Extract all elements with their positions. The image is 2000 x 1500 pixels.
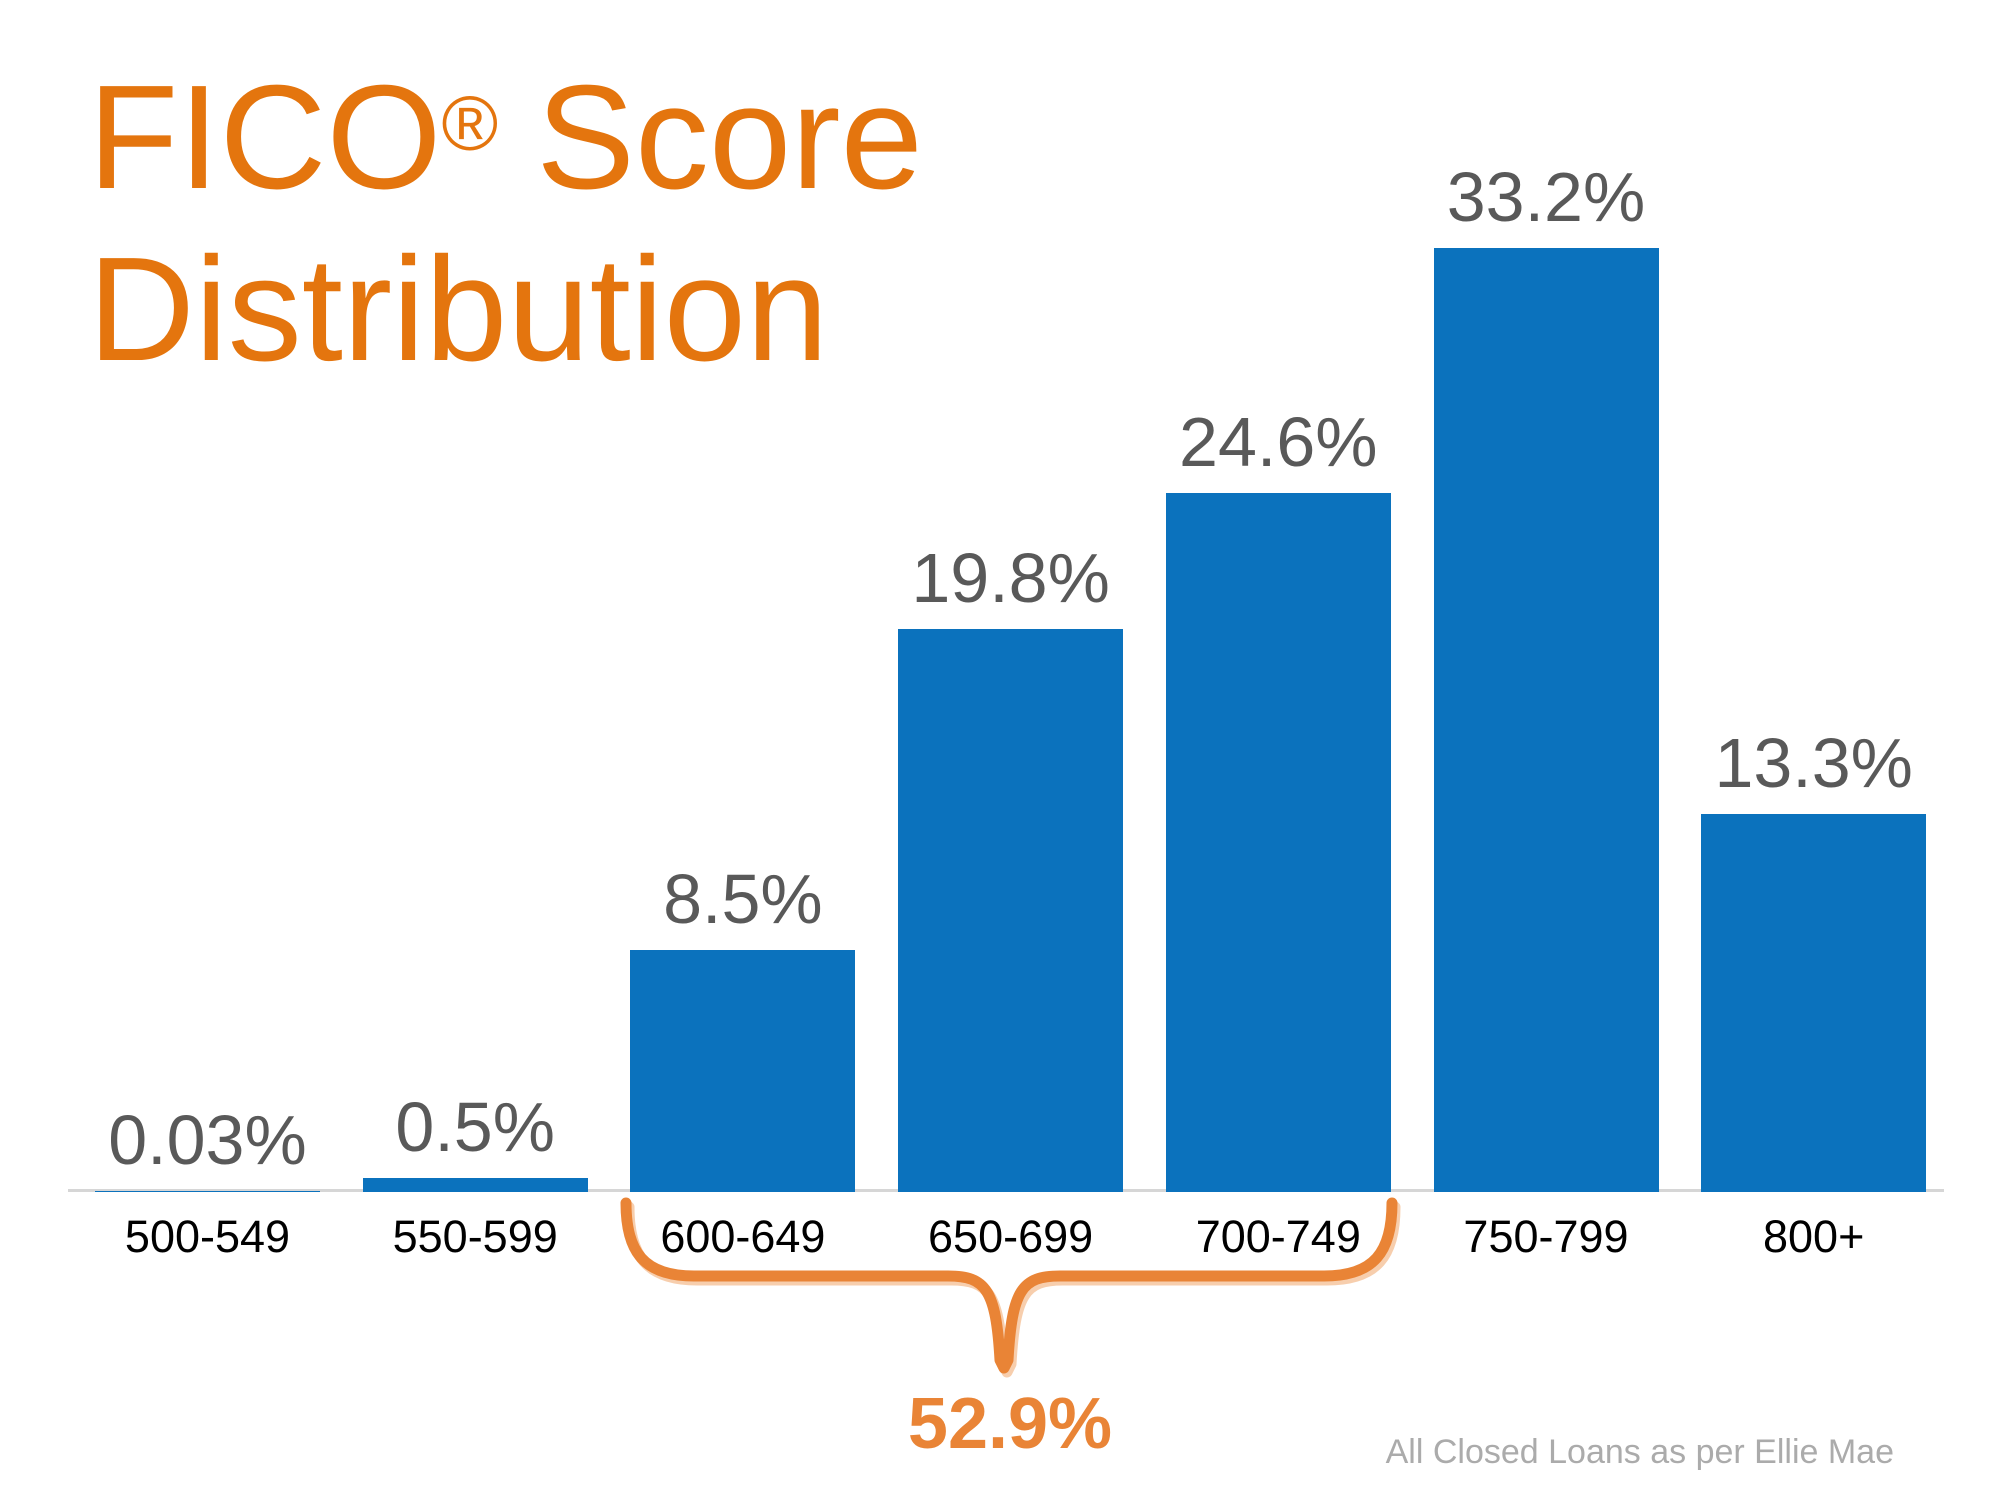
title-text-score: Score [536,55,923,220]
source-note: All Closed Loans as per Ellie Mae [1385,1433,1894,1471]
bar [95,1190,320,1192]
brace-total-percentage: 52.9% [907,1384,1113,1464]
bar-value-label: 0.5% [395,1087,555,1166]
bar [1165,492,1391,1192]
bar-category-label: 800+ [1763,1211,1865,1262]
bar-value-label: 19.8% [911,539,1110,618]
title-text-fico: FICO [88,55,442,220]
bar-category-label: 750-799 [1463,1211,1629,1262]
bar-category-label: 500-549 [124,1211,291,1262]
bar [362,1177,588,1192]
chart-title-line2: Distribution [88,226,829,392]
registered-trademark-symbol: ® [441,80,499,167]
chart-title-line1: FICO® Score [88,52,923,224]
bar-value-label: 24.6% [1179,402,1378,481]
chart-title: FICO® Score Distribution [88,52,923,395]
bar-value-label: 13.3% [1714,723,1913,802]
bar-value-label: 8.5% [663,860,823,939]
bar-value-label: 33.2% [1446,158,1646,237]
bar [898,629,1124,1192]
bar [1433,248,1659,1192]
bar [630,950,856,1192]
bar-value-label: 0.03% [108,1100,307,1179]
bar [1701,813,1927,1192]
bar-category-label: 550-599 [392,1211,558,1262]
